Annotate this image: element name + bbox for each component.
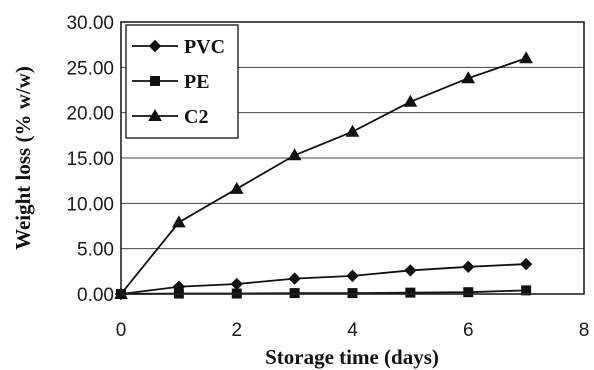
data-point-c2 (229, 181, 244, 194)
y-tick-label: 20.00 (66, 104, 114, 125)
y-tick-label: 30.00 (66, 13, 114, 34)
legend-label: PE (184, 71, 210, 93)
x-tick-label: 8 (579, 320, 590, 341)
data-point-pvc (230, 277, 243, 291)
data-point-pvc (519, 257, 533, 271)
data-point-pe (405, 287, 416, 298)
data-point-pvc (346, 269, 359, 283)
y-tick-label: 0.00 (77, 285, 114, 306)
y-tick-labels: 0.00 5.00 10.00 15.00 20.00 25.00 30.00 (66, 13, 114, 306)
series-c2 (114, 51, 533, 299)
data-point-pe (463, 287, 474, 298)
legend-label: PVC (184, 36, 225, 58)
x-tick-label: 6 (463, 320, 474, 341)
legend-entry-pvc: PVC (132, 36, 225, 58)
x-tick-label: 2 (231, 320, 242, 341)
y-tick-label: 25.00 (66, 58, 114, 79)
plot-frame (120, 21, 585, 295)
legend-marker-pe (150, 76, 160, 86)
x-tick-labels: 0 2 4 6 8 (116, 320, 590, 341)
y-tick-label: 5.00 (77, 240, 114, 261)
data-point-c2 (287, 148, 302, 161)
legend-label: C2 (184, 106, 208, 128)
series-line-pvc (120, 263, 527, 295)
data-point-c2 (172, 215, 186, 228)
x-tick-label: 4 (347, 320, 358, 341)
data-point-c2 (403, 94, 418, 107)
data-point-c2 (345, 124, 360, 137)
y-tick-label: 10.00 (66, 194, 114, 215)
data-point-c2 (461, 71, 476, 84)
data-point-pe (289, 288, 300, 299)
legend: PVC PE C2 (125, 24, 239, 139)
x-axis-title: Storage time (days) (265, 345, 439, 369)
legend-marker-c2 (148, 108, 162, 121)
legend-entry-c2: C2 (132, 106, 208, 128)
data-point-c2 (519, 51, 533, 64)
legend-entry-pe: PE (132, 71, 210, 93)
data-point-pvc (462, 260, 475, 274)
legend-marker-pvc (148, 39, 162, 53)
data-point-pvc (288, 272, 301, 285)
data-point-pe (347, 288, 358, 299)
data-point-pe (521, 285, 532, 296)
y-tick-label: 15.00 (66, 149, 114, 170)
data-point-pvc (404, 264, 417, 277)
y-axis-title: Weight loss (% w/w) (11, 66, 35, 250)
x-tick-label: 0 (116, 320, 127, 341)
series-line-c2 (120, 57, 527, 295)
